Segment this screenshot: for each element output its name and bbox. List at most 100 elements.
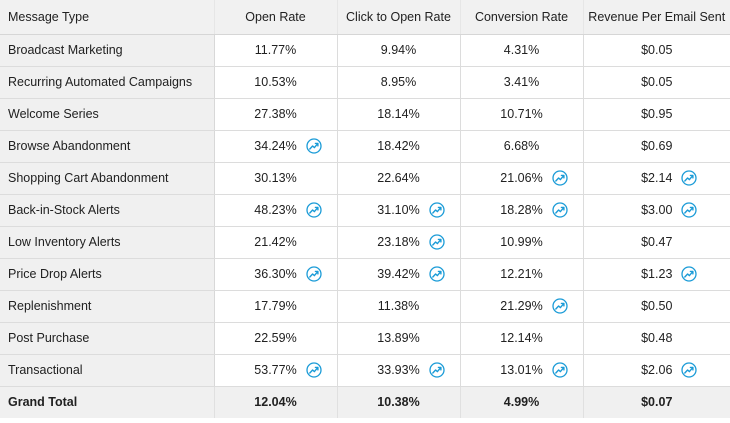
table-row: Recurring Automated Campaigns 10.53% 8.95%… bbox=[0, 66, 730, 99]
open-rate-cell: 17.79% bbox=[214, 290, 338, 323]
message-type-cell: Browse Abandonment bbox=[0, 130, 215, 163]
cell-content: 11.38% bbox=[378, 299, 419, 313]
cell-content: 27.38% bbox=[254, 107, 296, 121]
cell-value: 48.23% bbox=[254, 203, 297, 217]
message-type-cell: Low Inventory Alerts bbox=[0, 226, 215, 259]
cell-content: 39.42% bbox=[377, 266, 445, 282]
cell-content: 10.53% bbox=[254, 75, 296, 89]
revenue-per-email-cell: $0.47 bbox=[583, 226, 730, 259]
revenue-per-email-cell: $0.05 bbox=[583, 66, 730, 99]
trending-up-icon bbox=[306, 266, 322, 282]
open-rate-cell: 30.13% bbox=[214, 162, 338, 195]
cell-content: 12.21% bbox=[500, 267, 542, 281]
message-type-cell: Price Drop Alerts bbox=[0, 258, 215, 291]
cell-value: $3.00 bbox=[641, 203, 673, 217]
cell-content: $3.00 bbox=[641, 202, 698, 218]
click-to-open-rate-cell: 23.18% bbox=[337, 226, 461, 259]
cell-content: 11.77% bbox=[255, 43, 296, 57]
click-to-open-rate-cell: 13.89% bbox=[337, 322, 461, 355]
header-open-rate: Open Rate bbox=[214, 0, 338, 35]
cell-content: 18.14% bbox=[377, 107, 419, 121]
conversion-rate-cell: 6.68% bbox=[460, 130, 584, 163]
cell-value: 21.06% bbox=[500, 171, 543, 185]
open-rate-cell: 10.53% bbox=[214, 66, 338, 99]
cell-value: $0.05 bbox=[641, 75, 673, 89]
conversion-rate-cell: 12.21% bbox=[460, 258, 584, 291]
cell-value: $1.23 bbox=[641, 267, 673, 281]
click-to-open-rate-cell: 18.42% bbox=[337, 130, 461, 163]
cell-content: 21.42% bbox=[254, 235, 296, 249]
conversion-rate-cell: 13.01% bbox=[460, 354, 584, 387]
trending-up-icon bbox=[552, 362, 568, 378]
cell-content: 36.30% bbox=[254, 266, 322, 282]
cell-content: 18.28% bbox=[500, 202, 568, 218]
cell-content: $2.06 bbox=[641, 362, 698, 378]
cell-value: 17.79% bbox=[254, 299, 297, 313]
revenue-per-email-cell: $0.95 bbox=[583, 98, 730, 131]
cell-value: 36.30% bbox=[254, 267, 297, 281]
grand-total-label: Grand Total bbox=[0, 386, 215, 418]
conversion-rate-cell: 10.71% bbox=[460, 98, 584, 131]
click-to-open-rate-cell: 22.64% bbox=[337, 162, 461, 195]
cell-value: $0.47 bbox=[641, 235, 673, 249]
cell-content: 31.10% bbox=[377, 202, 445, 218]
trending-up-icon bbox=[429, 362, 445, 378]
cell-content: 17.79% bbox=[254, 299, 296, 313]
cell-content: 48.23% bbox=[254, 202, 322, 218]
message-type-cell: Back-in-Stock Alerts bbox=[0, 194, 215, 227]
cell-content: 9.94% bbox=[381, 43, 416, 57]
grand-total-conversion-rate: 4.99% bbox=[460, 386, 584, 418]
trending-up-icon bbox=[552, 202, 568, 218]
trending-up-icon bbox=[552, 298, 568, 314]
cell-value: 22.64% bbox=[377, 171, 420, 185]
cell-content: 30.13% bbox=[254, 171, 296, 185]
header-revenue-per-email: Revenue Per Email Sent bbox=[583, 0, 730, 35]
trending-up-icon bbox=[429, 234, 445, 250]
conversion-rate-cell: 10.99% bbox=[460, 226, 584, 259]
message-type-cell: Transactional bbox=[0, 354, 215, 387]
cell-value: 31.10% bbox=[377, 203, 420, 217]
cell-value: 18.28% bbox=[500, 203, 543, 217]
cell-value: 12.21% bbox=[500, 267, 543, 281]
conversion-rate-cell: 18.28% bbox=[460, 194, 584, 227]
revenue-per-email-cell: $0.48 bbox=[583, 322, 730, 355]
trending-up-icon bbox=[552, 170, 568, 186]
cell-content: 10.71% bbox=[500, 107, 542, 121]
table-row: Back-in-Stock Alerts 48.23% 31.10% 18.28% $3… bbox=[0, 194, 730, 227]
cell-content: 22.59% bbox=[254, 331, 296, 345]
cell-value: $0.50 bbox=[641, 299, 673, 313]
cell-value: 13.01% bbox=[500, 363, 543, 377]
cell-value: $0.95 bbox=[641, 107, 673, 121]
cell-value: 34.24% bbox=[254, 139, 297, 153]
trending-up-icon bbox=[306, 202, 322, 218]
table-row: Post Purchase 22.59% 13.89% 12.14% $0.48 bbox=[0, 322, 730, 355]
revenue-per-email-cell: $2.14 bbox=[583, 162, 730, 195]
cell-value: 53.77% bbox=[254, 363, 297, 377]
cell-content: 4.31% bbox=[504, 43, 539, 57]
conversion-rate-cell: 21.06% bbox=[460, 162, 584, 195]
cell-content: 10.99% bbox=[500, 235, 542, 249]
conversion-rate-cell: 21.29% bbox=[460, 290, 584, 323]
cell-value: 33.93% bbox=[377, 363, 420, 377]
cell-content: 34.24% bbox=[254, 138, 322, 154]
trending-up-icon bbox=[429, 202, 445, 218]
open-rate-cell: 34.24% bbox=[214, 130, 338, 163]
open-rate-cell: 53.77% bbox=[214, 354, 338, 387]
open-rate-cell: 21.42% bbox=[214, 226, 338, 259]
open-rate-cell: 27.38% bbox=[214, 98, 338, 131]
cell-value: 11.77% bbox=[254, 43, 297, 57]
cell-content: 13.89% bbox=[377, 331, 419, 345]
table-row: Replenishment 17.79% 11.38% 21.29% $0.50 bbox=[0, 290, 730, 323]
cell-value: $0.05 bbox=[641, 43, 673, 57]
grand-total-row: Grand Total 12.04% 10.38% 4.99% $0.07 bbox=[0, 386, 730, 418]
cell-content: 22.64% bbox=[377, 171, 419, 185]
cell-content: 8.95% bbox=[381, 75, 416, 89]
cell-value: 13.89% bbox=[377, 331, 420, 345]
click-to-open-rate-cell: 31.10% bbox=[337, 194, 461, 227]
cell-value: $2.06 bbox=[641, 363, 673, 377]
cell-content: $0.48 bbox=[641, 331, 672, 345]
header-conversion-rate: Conversion Rate bbox=[460, 0, 584, 35]
cell-value: 8.95% bbox=[380, 75, 417, 89]
cell-value: 21.42% bbox=[254, 235, 297, 249]
message-type-cell: Shopping Cart Abandonment bbox=[0, 162, 215, 195]
